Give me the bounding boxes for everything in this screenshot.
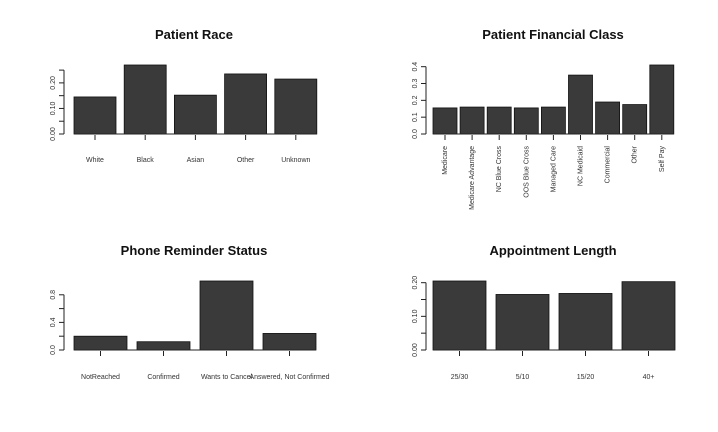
bar-black [123, 64, 167, 135]
x-tick-label: Unknown [281, 157, 310, 164]
y-tick-label: 0.0 [50, 345, 57, 355]
bar-wants-to-cancel [199, 280, 254, 351]
x-tick-label: Self Pay [659, 146, 666, 173]
chart-panel-1: Patient Race 0.00 0.10 0.20 White Black Asian O… [50, 27, 318, 164]
x-tick-label: NC Blue Cross [496, 146, 503, 193]
x-tick-label: Confirmed [147, 374, 179, 381]
y-tick-label: 0.4 [412, 62, 419, 72]
bar-oos-blue-cross [513, 107, 539, 135]
x-tick-label: NC Medicaid [578, 146, 585, 186]
bar-25-30 [432, 280, 487, 351]
bar-asian [173, 94, 217, 135]
x-tick-label: OOS Blue Cross [523, 146, 530, 198]
chart-panel-2: Patient Financial Class 0.0 0.1 0.2 0.3 0.4 Me… [412, 27, 675, 210]
x-tick-label: Other [237, 157, 255, 164]
bar-self-pay [649, 64, 675, 135]
y-tick-label: 0.3 [412, 79, 419, 89]
x-tick-label: Medicare Advantage [469, 146, 476, 210]
bar-5-10 [495, 294, 550, 351]
x-tick-label: Managed Care [550, 146, 557, 192]
y-tick-label: 0.4 [50, 317, 57, 327]
y-tick-label: 0.0 [412, 129, 419, 139]
x-tick-label: 15/20 [577, 374, 595, 381]
bar-nc-medicaid [568, 74, 593, 135]
y-tick-label: 0.1 [412, 112, 419, 122]
y-tick-label: 0.00 [412, 343, 419, 357]
chart-title: Phone Reminder Status [121, 243, 268, 258]
x-tick-label: 5/10 [516, 374, 530, 381]
x-tick-label: Wants to Cancel [201, 374, 253, 381]
x-tick-label: White [86, 157, 104, 164]
x-tick-label: NotReached [81, 374, 120, 381]
bar-nc-blue-cross [486, 106, 512, 135]
chart-panel-3: Phone Reminder Status 0.0 0.4 0.8 NotReached… [50, 243, 330, 381]
bar-notreached [73, 335, 128, 351]
bar-confirmed [136, 341, 191, 351]
x-tick-label: Asian [187, 157, 205, 164]
bar-other [622, 104, 648, 135]
bar-40- [621, 281, 676, 351]
y-tick-label: 0.2 [412, 95, 419, 105]
chart-title: Appointment Length [489, 243, 616, 258]
bar-unknown [274, 78, 318, 135]
y-tick-label: 0.00 [50, 127, 57, 141]
bar-medicare [432, 107, 458, 135]
y-tick-label: 0.20 [412, 276, 419, 290]
bar-white [73, 96, 117, 135]
bar-medicare-advantage [459, 106, 485, 135]
x-tick-label: Other [632, 145, 639, 163]
y-tick-label: 0.10 [412, 309, 419, 323]
chart-panel-4: Appointment Length 0.00 0.10 0.20 25/30 5/10 1… [412, 243, 676, 381]
bar-15-20 [558, 293, 613, 351]
chart-title: Patient Race [155, 27, 233, 42]
bar-answered-not-confirmed [262, 333, 317, 351]
bar-commercial [595, 101, 620, 135]
y-tick-label: 0.8 [50, 290, 57, 300]
x-tick-label: Commercial [605, 146, 612, 184]
x-tick-label: 40+ [643, 374, 655, 381]
x-tick-label: Black [137, 157, 155, 164]
x-tick-label: 25/30 [451, 374, 469, 381]
bar-managed-care [541, 106, 566, 135]
y-tick-label: 0.10 [50, 102, 57, 116]
y-tick-label: 0.20 [50, 76, 57, 90]
chart-title: Patient Financial Class [482, 27, 624, 42]
x-tick-label: Medicare [442, 146, 449, 175]
x-tick-label: Answered, Not Confirmed [249, 374, 329, 381]
bar-other [224, 73, 268, 135]
